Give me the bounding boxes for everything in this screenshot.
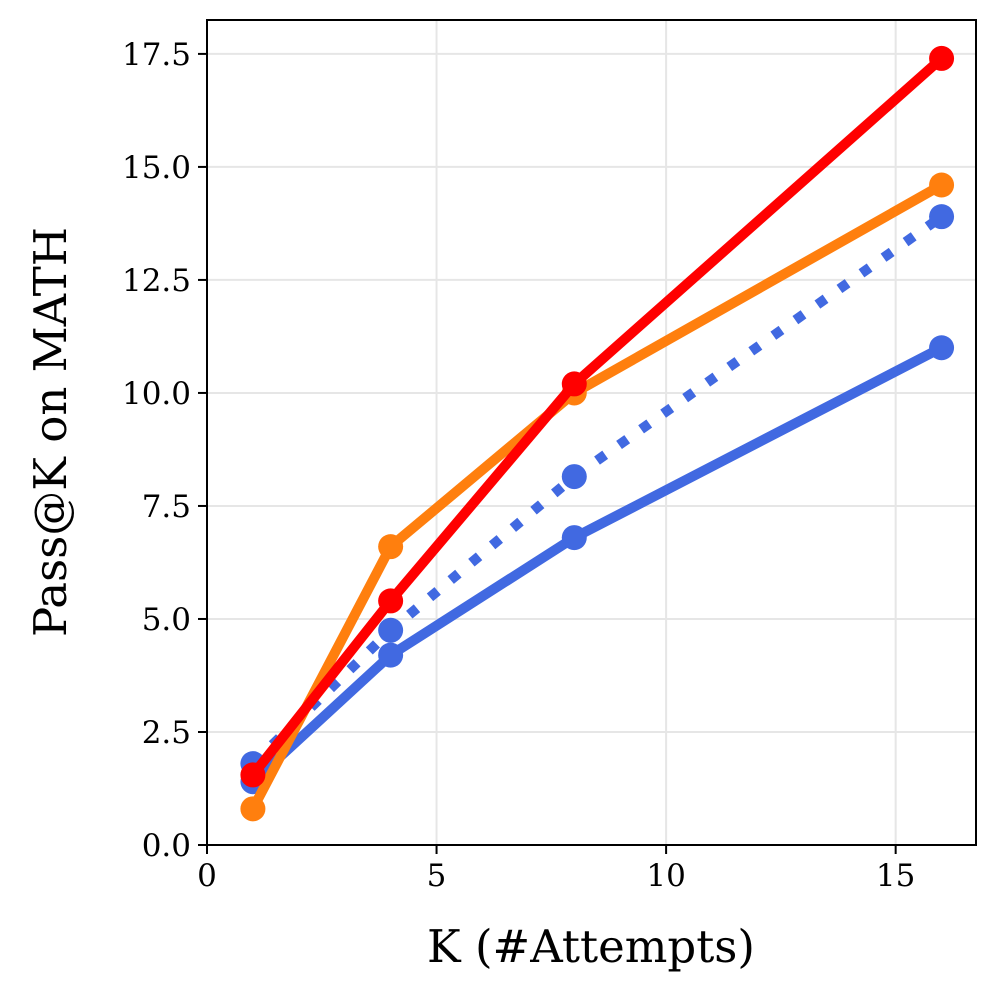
y-tick-label: 2.5 [142, 715, 191, 751]
data-point-orange-solid [929, 172, 955, 198]
y-tick-label: 5.0 [142, 602, 191, 638]
series-line-orange-solid [247, 180, 947, 814]
y-tick-label: 12.5 [122, 263, 191, 299]
data-point-blue-solid [378, 642, 404, 668]
data-point-red-solid [240, 762, 266, 788]
x-axis-label: K (#Attempts) [427, 920, 755, 973]
x-tick-label: 15 [876, 858, 915, 894]
data-series [240, 45, 955, 822]
y-tick-label: 10.0 [122, 376, 191, 412]
y-tick-label: 17.5 [122, 37, 191, 73]
y-tick-label: 7.5 [142, 489, 191, 525]
data-point-orange-solid [378, 534, 404, 560]
data-point-orange-solid [240, 796, 266, 822]
series-line-blue-dotted [249, 212, 945, 768]
data-point-blue-dotted [561, 464, 587, 490]
data-point-red-solid [929, 45, 955, 71]
data-point-blue-dotted [929, 204, 955, 230]
series-line-red-solid [247, 53, 947, 780]
x-tick-label: 5 [427, 858, 447, 894]
data-point-red-solid [378, 588, 404, 614]
x-tick-label: 10 [646, 858, 685, 894]
data-point-blue-solid [561, 525, 587, 551]
data-point-blue-dotted [378, 617, 404, 643]
y-tick-label: 15.0 [122, 150, 191, 186]
y-tick-label: 0.0 [142, 828, 191, 864]
grid-lines [206, 20, 976, 846]
data-point-blue-solid [929, 335, 955, 361]
x-tick-label: 0 [197, 858, 217, 894]
data-point-red-solid [561, 371, 587, 397]
axis-ticks: 0 5 10 15 0.0 2.5 5.0 7.5 10.0 12.5 15.0 17.5 [122, 37, 915, 894]
series-line-blue-solid [247, 342, 947, 787]
y-axis-label: Pass@K on MATH [24, 227, 77, 637]
plot-frame [206, 19, 977, 846]
series-red-solid [240, 45, 955, 788]
